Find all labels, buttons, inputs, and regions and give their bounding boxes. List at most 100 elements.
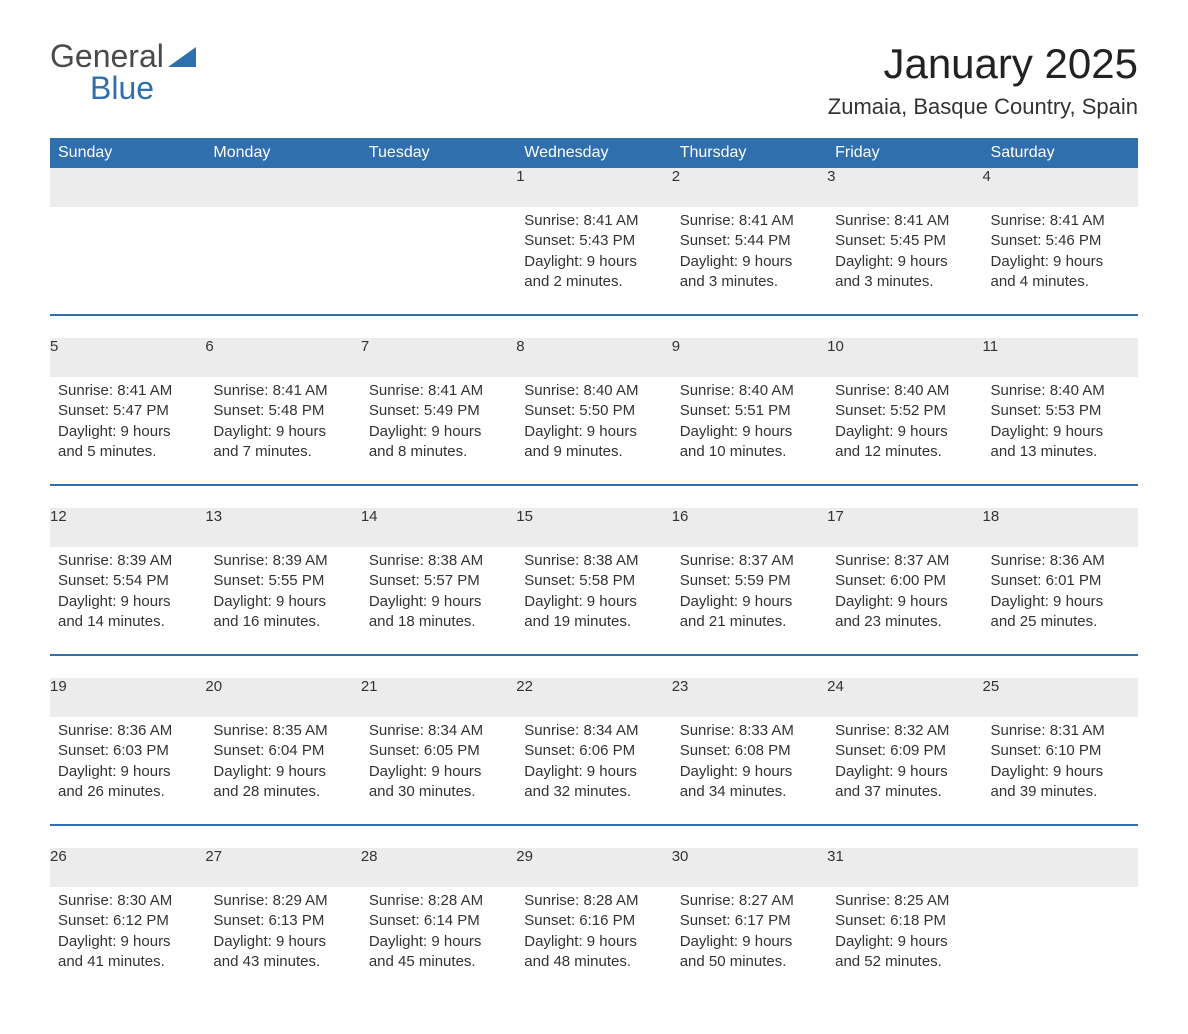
day-detail-text: Sunrise: 8:34 AMSunset: 6:06 PMDaylight:…	[516, 717, 671, 802]
day-detail-text: Sunrise: 8:41 AMSunset: 5:49 PMDaylight:…	[361, 377, 516, 462]
day-number-cell: 25	[983, 678, 1138, 717]
day-detail-cell: Sunrise: 8:34 AMSunset: 6:06 PMDaylight:…	[516, 717, 671, 825]
title-block: January 2025 Zumaia, Basque Country, Spa…	[828, 40, 1138, 130]
day-detail-text: Sunrise: 8:39 AMSunset: 5:55 PMDaylight:…	[205, 547, 360, 632]
week-separator	[50, 485, 1138, 508]
day-detail-cell	[983, 887, 1138, 994]
day-number-cell: 11	[983, 338, 1138, 377]
day-detail-cell: Sunrise: 8:41 AMSunset: 5:44 PMDaylight:…	[672, 207, 827, 315]
day-number-cell: 17	[827, 508, 982, 547]
day-number-cell: 22	[516, 678, 671, 717]
month-title: January 2025	[828, 40, 1138, 88]
day-detail-cell: Sunrise: 8:32 AMSunset: 6:09 PMDaylight:…	[827, 717, 982, 825]
day-detail-text: Sunrise: 8:34 AMSunset: 6:05 PMDaylight:…	[361, 717, 516, 802]
day-number-cell: 29	[516, 848, 671, 887]
day-number-cell: 21	[361, 678, 516, 717]
day-number-cell: 8	[516, 338, 671, 377]
day-number-cell: 3	[827, 168, 982, 207]
day-detail-cell: Sunrise: 8:41 AMSunset: 5:43 PMDaylight:…	[516, 207, 671, 315]
logo-word-blue: Blue	[90, 72, 196, 104]
day-detail-cell: Sunrise: 8:28 AMSunset: 6:14 PMDaylight:…	[361, 887, 516, 994]
day-number-cell: 1	[516, 168, 671, 207]
day-detail-text: Sunrise: 8:41 AMSunset: 5:44 PMDaylight:…	[672, 207, 827, 292]
day-detail-text: Sunrise: 8:41 AMSunset: 5:45 PMDaylight:…	[827, 207, 982, 292]
logo-triangle-icon	[168, 47, 196, 72]
brand-logo: General Blue	[50, 40, 196, 104]
day-detail-text: Sunrise: 8:30 AMSunset: 6:12 PMDaylight:…	[50, 887, 205, 972]
day-detail-cell: Sunrise: 8:40 AMSunset: 5:53 PMDaylight:…	[983, 377, 1138, 485]
day-number-cell: 7	[361, 338, 516, 377]
day-detail-cell: Sunrise: 8:29 AMSunset: 6:13 PMDaylight:…	[205, 887, 360, 994]
day-number-cell: 28	[361, 848, 516, 887]
weekday-header: Wednesday	[516, 138, 671, 168]
day-number-cell: 26	[50, 848, 205, 887]
day-number-row: 12131415161718	[50, 508, 1138, 547]
day-detail-text: Sunrise: 8:41 AMSunset: 5:46 PMDaylight:…	[983, 207, 1138, 292]
day-number-cell	[50, 168, 205, 207]
day-detail-cell: Sunrise: 8:37 AMSunset: 6:00 PMDaylight:…	[827, 547, 982, 655]
day-number-cell: 5	[50, 338, 205, 377]
day-number-row: 1234	[50, 168, 1138, 207]
day-number-cell: 12	[50, 508, 205, 547]
day-detail-text: Sunrise: 8:32 AMSunset: 6:09 PMDaylight:…	[827, 717, 982, 802]
day-detail-cell: Sunrise: 8:41 AMSunset: 5:49 PMDaylight:…	[361, 377, 516, 485]
weekday-header: Tuesday	[361, 138, 516, 168]
day-detail-cell	[50, 207, 205, 315]
day-detail-text: Sunrise: 8:25 AMSunset: 6:18 PMDaylight:…	[827, 887, 982, 972]
day-detail-text: Sunrise: 8:37 AMSunset: 5:59 PMDaylight:…	[672, 547, 827, 632]
day-detail-text: Sunrise: 8:40 AMSunset: 5:53 PMDaylight:…	[983, 377, 1138, 462]
week-separator	[50, 825, 1138, 848]
day-detail-row: Sunrise: 8:36 AMSunset: 6:03 PMDaylight:…	[50, 717, 1138, 825]
day-detail-row: Sunrise: 8:30 AMSunset: 6:12 PMDaylight:…	[50, 887, 1138, 994]
day-detail-cell: Sunrise: 8:39 AMSunset: 5:55 PMDaylight:…	[205, 547, 360, 655]
day-number-cell: 20	[205, 678, 360, 717]
day-detail-cell: Sunrise: 8:30 AMSunset: 6:12 PMDaylight:…	[50, 887, 205, 994]
day-detail-text: Sunrise: 8:40 AMSunset: 5:50 PMDaylight:…	[516, 377, 671, 462]
day-detail-cell: Sunrise: 8:35 AMSunset: 6:04 PMDaylight:…	[205, 717, 360, 825]
day-detail-cell: Sunrise: 8:38 AMSunset: 5:57 PMDaylight:…	[361, 547, 516, 655]
day-detail-row: Sunrise: 8:39 AMSunset: 5:54 PMDaylight:…	[50, 547, 1138, 655]
weekday-header: Thursday	[672, 138, 827, 168]
day-detail-text: Sunrise: 8:41 AMSunset: 5:47 PMDaylight:…	[50, 377, 205, 462]
day-detail-text: Sunrise: 8:36 AMSunset: 6:03 PMDaylight:…	[50, 717, 205, 802]
day-detail-text: Sunrise: 8:41 AMSunset: 5:48 PMDaylight:…	[205, 377, 360, 462]
page-header: General Blue January 2025 Zumaia, Basque…	[50, 40, 1138, 130]
day-number-cell: 30	[672, 848, 827, 887]
week-separator	[50, 655, 1138, 678]
day-detail-text: Sunrise: 8:35 AMSunset: 6:04 PMDaylight:…	[205, 717, 360, 802]
weekday-header: Monday	[205, 138, 360, 168]
day-detail-text: Sunrise: 8:38 AMSunset: 5:58 PMDaylight:…	[516, 547, 671, 632]
day-number-cell: 14	[361, 508, 516, 547]
day-detail-text: Sunrise: 8:39 AMSunset: 5:54 PMDaylight:…	[50, 547, 205, 632]
day-detail-cell: Sunrise: 8:38 AMSunset: 5:58 PMDaylight:…	[516, 547, 671, 655]
calendar-table: SundayMondayTuesdayWednesdayThursdayFrid…	[50, 138, 1138, 994]
day-detail-row: Sunrise: 8:41 AMSunset: 5:43 PMDaylight:…	[50, 207, 1138, 315]
day-number-cell: 27	[205, 848, 360, 887]
day-number-cell: 2	[672, 168, 827, 207]
day-detail-row: Sunrise: 8:41 AMSunset: 5:47 PMDaylight:…	[50, 377, 1138, 485]
day-detail-cell: Sunrise: 8:41 AMSunset: 5:47 PMDaylight:…	[50, 377, 205, 485]
day-number-cell: 15	[516, 508, 671, 547]
day-detail-text: Sunrise: 8:33 AMSunset: 6:08 PMDaylight:…	[672, 717, 827, 802]
day-number-cell	[361, 168, 516, 207]
day-detail-cell: Sunrise: 8:28 AMSunset: 6:16 PMDaylight:…	[516, 887, 671, 994]
day-detail-cell: Sunrise: 8:40 AMSunset: 5:52 PMDaylight:…	[827, 377, 982, 485]
day-number-cell	[983, 848, 1138, 887]
day-detail-text: Sunrise: 8:37 AMSunset: 6:00 PMDaylight:…	[827, 547, 982, 632]
day-detail-cell: Sunrise: 8:33 AMSunset: 6:08 PMDaylight:…	[672, 717, 827, 825]
day-detail-cell: Sunrise: 8:31 AMSunset: 6:10 PMDaylight:…	[983, 717, 1138, 825]
day-number-row: 19202122232425	[50, 678, 1138, 717]
weekday-header: Friday	[827, 138, 982, 168]
day-detail-cell: Sunrise: 8:36 AMSunset: 6:03 PMDaylight:…	[50, 717, 205, 825]
day-number-cell: 23	[672, 678, 827, 717]
day-detail-text: Sunrise: 8:36 AMSunset: 6:01 PMDaylight:…	[983, 547, 1138, 632]
day-detail-cell: Sunrise: 8:37 AMSunset: 5:59 PMDaylight:…	[672, 547, 827, 655]
day-number-cell: 13	[205, 508, 360, 547]
day-number-cell: 19	[50, 678, 205, 717]
day-detail-text: Sunrise: 8:28 AMSunset: 6:14 PMDaylight:…	[361, 887, 516, 972]
day-number-row: 567891011	[50, 338, 1138, 377]
day-detail-cell: Sunrise: 8:41 AMSunset: 5:45 PMDaylight:…	[827, 207, 982, 315]
logo-word-general: General	[50, 38, 164, 74]
day-detail-cell: Sunrise: 8:34 AMSunset: 6:05 PMDaylight:…	[361, 717, 516, 825]
day-detail-text: Sunrise: 8:41 AMSunset: 5:43 PMDaylight:…	[516, 207, 671, 292]
